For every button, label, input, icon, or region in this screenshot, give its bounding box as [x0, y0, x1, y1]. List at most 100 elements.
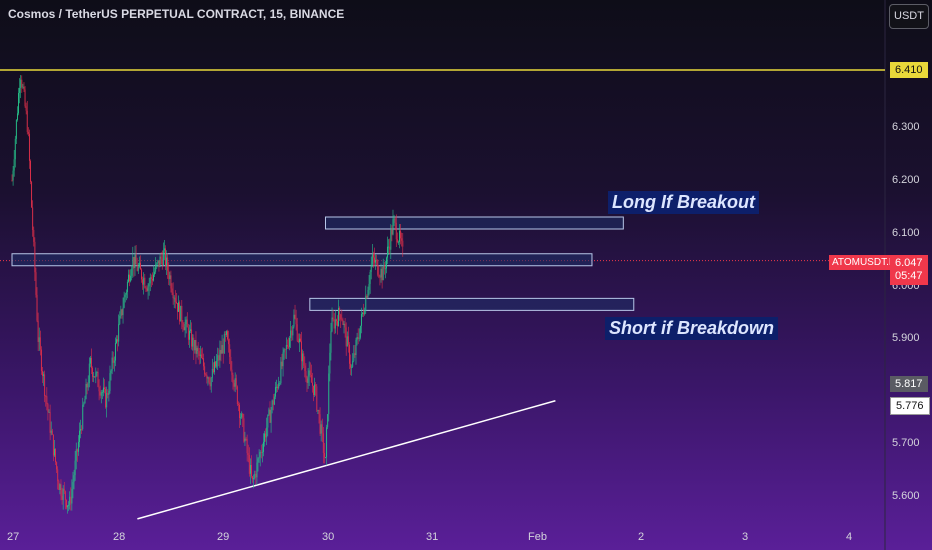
- candle-body: [32, 207, 34, 230]
- candle-body: [259, 452, 261, 458]
- candle-body: [292, 326, 294, 336]
- candle-body: [220, 350, 222, 354]
- candle-body: [144, 277, 146, 288]
- candle-body: [34, 241, 36, 273]
- candle-body: [199, 354, 201, 356]
- candle-body: [50, 430, 52, 433]
- candle-body: [207, 377, 209, 379]
- candle-body: [255, 473, 257, 478]
- candle-body: [147, 286, 149, 291]
- candle-body: [359, 325, 361, 338]
- candle-body: [314, 384, 316, 396]
- candle-body: [134, 254, 136, 269]
- candle-body: [61, 495, 63, 500]
- currency-button[interactable]: USDT: [889, 4, 929, 29]
- candle-body: [205, 374, 207, 376]
- candle-body: [290, 330, 292, 338]
- time-tick: 30: [322, 531, 335, 543]
- candle-body: [353, 353, 355, 361]
- candle-body: [232, 374, 234, 384]
- candle-body: [133, 256, 135, 269]
- candle-body: [43, 374, 45, 376]
- candle-body: [131, 268, 133, 276]
- candle-body: [84, 399, 86, 404]
- candle-body: [168, 270, 170, 280]
- candle-body: [313, 385, 314, 396]
- candle-body: [374, 257, 375, 263]
- candle-body: [87, 383, 89, 388]
- candle-body: [128, 274, 129, 282]
- candle-body: [136, 264, 138, 271]
- candle-body: [258, 457, 260, 459]
- candle-body: [328, 373, 330, 415]
- candle-body: [346, 336, 348, 347]
- candle-body: [289, 337, 291, 347]
- candle-body: [352, 360, 354, 367]
- candle-body: [337, 321, 338, 327]
- candle-body: [37, 320, 39, 342]
- candle-body: [318, 409, 320, 415]
- candle-body: [49, 412, 51, 433]
- price-badge-a: 5.817: [890, 376, 928, 392]
- candle-body: [105, 388, 107, 408]
- time-tick: 27: [7, 531, 20, 543]
- support-trendline: [137, 400, 556, 520]
- candle-body: [284, 349, 286, 351]
- candle-body: [125, 292, 127, 295]
- candle-body: [264, 433, 265, 442]
- price-tick: 6.100: [892, 227, 920, 239]
- candle-body: [305, 371, 307, 379]
- time-tick: 31: [426, 531, 439, 543]
- candle-body: [167, 257, 169, 271]
- candle-body: [160, 256, 162, 259]
- candle-body: [191, 329, 193, 347]
- short-breakdown-zone: [309, 297, 635, 311]
- candle-body: [79, 430, 80, 442]
- candle-body: [81, 429, 83, 430]
- candle-body: [387, 246, 388, 258]
- candle-body: [283, 349, 285, 353]
- candle-body: [119, 315, 121, 325]
- candle-body: [394, 218, 396, 223]
- candle-body: [166, 257, 168, 266]
- candle-body: [376, 259, 378, 261]
- candle-body: [391, 229, 393, 235]
- candle-body: [40, 349, 42, 372]
- price-tick: 5.700: [892, 437, 920, 449]
- candle-body: [249, 465, 251, 474]
- candle-body: [310, 374, 312, 383]
- candle-body: [203, 358, 205, 367]
- candle-body: [362, 312, 363, 314]
- candle-body: [395, 222, 397, 240]
- candle-body: [360, 313, 362, 326]
- candle-body: [16, 113, 18, 120]
- candle-body: [70, 496, 72, 504]
- candle-body: [383, 265, 385, 269]
- candle-body: [230, 356, 232, 370]
- candle-body: [45, 396, 47, 397]
- last-price-badge: 6.047 05:47: [890, 255, 928, 285]
- candle-body: [172, 292, 174, 299]
- candle-body: [22, 86, 24, 88]
- price-badge-b: 5.776: [890, 397, 930, 415]
- candle-body: [206, 374, 208, 379]
- candle-body: [38, 337, 40, 342]
- candle-body: [141, 269, 142, 280]
- candle-body: [28, 133, 30, 161]
- candle-body: [106, 392, 108, 408]
- mid-range-zone: [11, 253, 593, 267]
- candle-body: [278, 383, 280, 389]
- candle-body: [88, 363, 90, 384]
- candle-body: [74, 460, 76, 476]
- candle-body: [340, 314, 342, 320]
- candle-body: [322, 433, 324, 453]
- candle-body: [62, 488, 64, 500]
- candle-body: [47, 404, 49, 413]
- candle-body: [347, 336, 349, 345]
- candle-body: [204, 366, 206, 375]
- candle-body: [245, 438, 247, 440]
- candle-body: [269, 409, 271, 423]
- candle-body: [396, 239, 398, 243]
